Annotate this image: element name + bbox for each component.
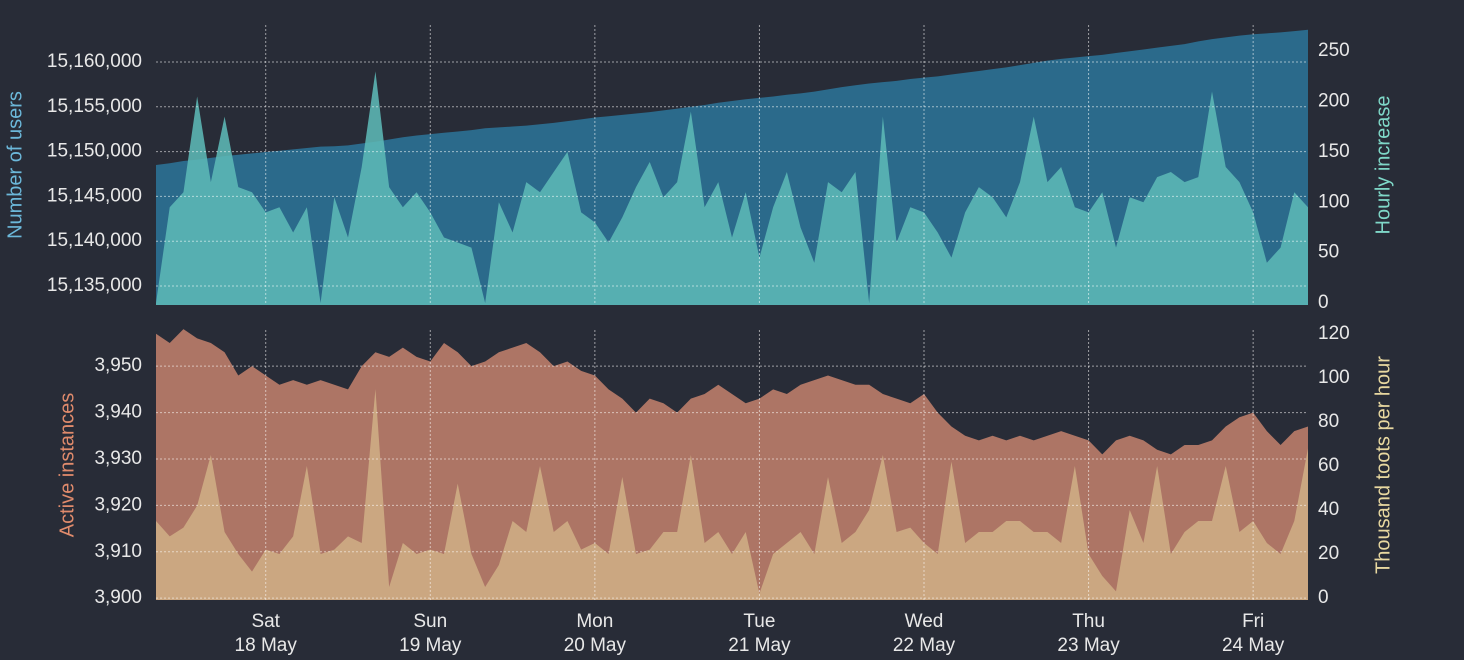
- x-tick-label: 22 May: [893, 635, 956, 656]
- y2-tick-label: 0: [1318, 292, 1329, 313]
- area: [156, 71, 1308, 305]
- area: [156, 388, 1308, 600]
- y2-tick-label: 100: [1318, 367, 1350, 388]
- y-tick-label: 15,155,000: [47, 96, 142, 117]
- y2-tick-label: 50: [1318, 242, 1339, 263]
- x-tick-label: Fri: [1242, 611, 1264, 632]
- x-tick-label: 23 May: [1057, 635, 1120, 656]
- y-tick-label: 15,160,000: [47, 51, 142, 72]
- x-tick-label: Sat: [251, 611, 280, 632]
- y-tick-label: 3,900: [94, 587, 142, 608]
- y2-tick-label: 20: [1318, 543, 1339, 564]
- axis-label: Number of users: [4, 91, 26, 239]
- y-tick-label: 15,140,000: [47, 230, 142, 251]
- x-tick-label: 18 May: [235, 635, 298, 656]
- x-tick-label: 20 May: [564, 635, 627, 656]
- x-tick-label: 19 May: [399, 635, 462, 656]
- y2-tick-label: 150: [1318, 141, 1350, 162]
- y-tick-label: 15,135,000: [47, 275, 142, 296]
- y2-tick-label: 40: [1318, 499, 1339, 520]
- y2-tick-label: 200: [1318, 91, 1350, 112]
- y2-tick-label: 100: [1318, 191, 1350, 212]
- y-tick-label: 3,920: [94, 494, 142, 515]
- y-tick-label: 3,940: [94, 402, 142, 423]
- y-tick-label: 3,910: [94, 541, 142, 562]
- y2-tick-label: 80: [1318, 411, 1339, 432]
- y2-tick-label: 60: [1318, 455, 1339, 476]
- x-tick-label: 21 May: [728, 635, 791, 656]
- y-tick-label: 15,150,000: [47, 141, 142, 162]
- y-tick-label: 3,950: [94, 355, 142, 376]
- x-tick-label: Tue: [743, 611, 775, 632]
- axis-label: Hourly increase: [1372, 96, 1394, 235]
- axis-label: Thousand toots per hour: [1372, 356, 1394, 574]
- y2-tick-label: 120: [1318, 323, 1350, 344]
- y-tick-label: 3,930: [94, 448, 142, 469]
- x-tick-label: Sun: [413, 611, 447, 632]
- axis-label: Active instances: [56, 393, 78, 538]
- x-tick-label: Wed: [905, 611, 944, 632]
- x-tick-label: 24 May: [1222, 635, 1285, 656]
- x-tick-label: Mon: [576, 611, 613, 632]
- y-tick-label: 15,145,000: [47, 185, 142, 206]
- y2-tick-label: 0: [1318, 587, 1329, 608]
- x-tick-label: Thu: [1072, 611, 1105, 632]
- y2-tick-label: 250: [1318, 40, 1350, 61]
